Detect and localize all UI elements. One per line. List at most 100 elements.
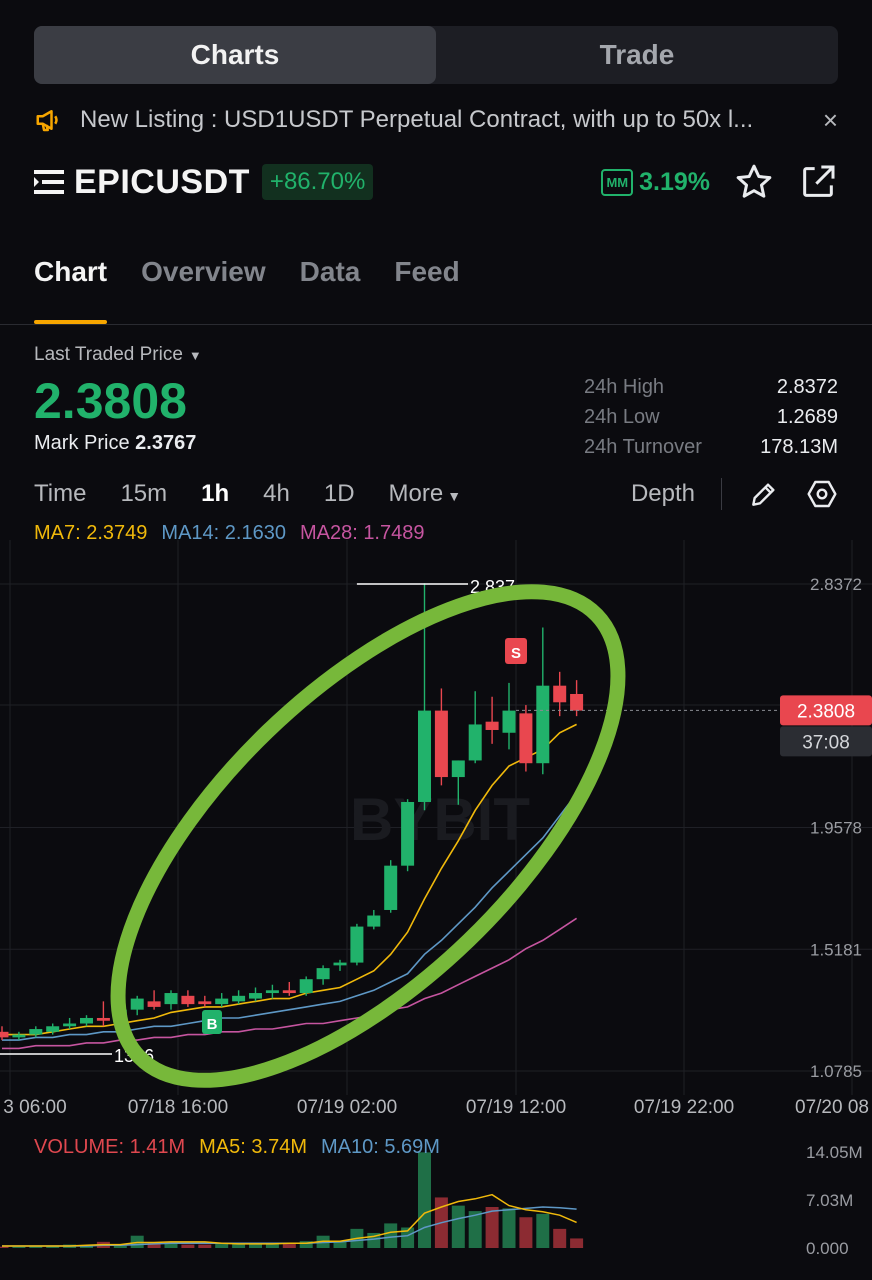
share-icon[interactable] [798, 162, 838, 202]
sell-marker-label: S [511, 645, 521, 662]
tab-overview[interactable]: Overview [141, 256, 266, 287]
separator [721, 478, 722, 510]
tab-charts[interactable]: Charts [34, 26, 436, 84]
volume-bar [46, 1245, 60, 1248]
volume-bar [249, 1243, 262, 1248]
megaphone-icon [36, 110, 58, 132]
volume-bar [553, 1228, 567, 1248]
tf-1d[interactable]: 1D [323, 480, 355, 507]
tf-1h[interactable]: 1h [201, 480, 230, 507]
ma7-label: MA7: 2.3749 [34, 522, 148, 544]
caret-down-icon: ▼ [447, 488, 462, 504]
stat-value: 2.8372 [776, 375, 838, 398]
candle-body [265, 990, 279, 994]
candle-body [147, 1001, 161, 1007]
chart-tabs: Chart Overview Data Feed [34, 240, 460, 324]
x-tick-label: 07/18 16:00 [128, 1097, 228, 1118]
star-icon[interactable] [734, 162, 774, 202]
candle-body [130, 998, 144, 1010]
volume-label: VOLUME: 1.41M [34, 1136, 186, 1158]
candle-body [350, 926, 364, 963]
stat-24h-high: 24h High 2.8372 [584, 372, 838, 402]
last-traded-price: 2.3808 [34, 373, 187, 429]
candle-body [29, 1029, 43, 1035]
announcement-banner[interactable]: New Listing : USD1USDT Perpetual Contrac… [34, 100, 838, 140]
candle-body [282, 990, 296, 994]
volume-bar [29, 1245, 43, 1248]
depth-button[interactable]: Depth [630, 480, 695, 507]
candle-body [164, 993, 178, 1005]
candle-body [232, 995, 246, 1002]
close-icon[interactable]: × [822, 104, 838, 135]
volume-bar [0, 1246, 9, 1248]
candle-body [451, 760, 465, 778]
candle-body [46, 1026, 60, 1032]
tf-time[interactable]: Time [34, 480, 87, 507]
caret-down-icon: ▼ [188, 348, 202, 363]
stat-24h-turnover: 24h Turnover 178.13M [584, 432, 838, 462]
menu-icon[interactable] [34, 169, 64, 195]
mm-value: 3.19% [639, 167, 710, 196]
watermark: BYBIT [350, 786, 530, 853]
volume-bar [265, 1242, 279, 1248]
top-segmented-control: Charts Trade [34, 26, 838, 84]
volume-bar [384, 1223, 398, 1248]
x-tick-label: 07/20 08 [795, 1097, 869, 1118]
settings-icon[interactable] [806, 478, 838, 510]
volume-bar [198, 1244, 212, 1248]
ma-legend: MA7: 2.3749 MA14: 2.1630 MA28: 1.7489 [34, 522, 424, 545]
stats-panel: 24h High 2.8372 24h Low 1.2689 24h Turno… [584, 372, 838, 462]
ltp-dropdown[interactable]: Last Traded Price ▼ [34, 344, 202, 366]
mark-price-label: Mark Price [34, 432, 130, 454]
volume-bar [333, 1241, 347, 1248]
candle-body [536, 685, 550, 764]
x-tick-label: 3 06:00 [3, 1097, 66, 1118]
volume-bar [485, 1207, 499, 1248]
volume-bar [232, 1243, 246, 1248]
volume-bar [401, 1227, 415, 1248]
volume-bar [282, 1243, 296, 1248]
vol-ma10-label: MA10: 5.69M [321, 1136, 440, 1158]
tab-feed[interactable]: Feed [394, 256, 460, 287]
tf-15m[interactable]: 15m [120, 480, 168, 507]
x-tick-label: 07/19 12:00 [466, 1097, 566, 1118]
symbol-name[interactable]: EPICUSDT [74, 162, 250, 201]
price-chart[interactable]: BYBIT2.8371316BS2.380837:082.83721.95781… [0, 540, 872, 1280]
tf-more[interactable]: More ▼ [389, 480, 462, 508]
buy-marker [202, 1010, 222, 1034]
candle-body [0, 1031, 9, 1038]
ma28-line [2, 917, 578, 1050]
candle-body [384, 865, 398, 910]
candle-body [401, 801, 415, 866]
candle-body [418, 710, 431, 802]
y-tick-label: 1.5181 [810, 940, 862, 959]
volume-bar [113, 1245, 127, 1248]
y-tick-label: 1.9578 [810, 819, 862, 838]
divider [0, 324, 872, 325]
vol-ma5-line [2, 1193, 577, 1247]
mark-price-value: 2.3767 [135, 432, 197, 454]
volume-tick-label: 0.000 [806, 1239, 849, 1258]
candle-body [96, 1017, 110, 1021]
stat-24h-low: 24h Low 1.2689 [584, 402, 838, 432]
volume-bar [12, 1246, 26, 1248]
x-tick-label: 07/19 22:00 [634, 1097, 734, 1118]
pencil-icon[interactable] [748, 478, 780, 510]
mm-rate[interactable]: MM 3.19% [601, 168, 710, 197]
volume-bar [181, 1244, 195, 1248]
volume-bar [468, 1211, 482, 1248]
volume-bar [164, 1241, 178, 1248]
volume-bar [502, 1208, 516, 1248]
tf-4h[interactable]: 4h [263, 480, 290, 507]
symbol-header: EPICUSDT +86.70% MM 3.19% [34, 160, 838, 204]
tab-data[interactable]: Data [299, 256, 361, 287]
candle-body [316, 968, 330, 980]
tab-trade[interactable]: Trade [599, 39, 675, 70]
candle-body [502, 710, 516, 733]
candle-body [519, 713, 533, 764]
volume-bar [519, 1217, 533, 1248]
tab-chart[interactable]: Chart [34, 240, 108, 324]
change-badge: +86.70% [261, 164, 374, 200]
candle-body [215, 998, 229, 1005]
volume-bar [451, 1205, 465, 1248]
